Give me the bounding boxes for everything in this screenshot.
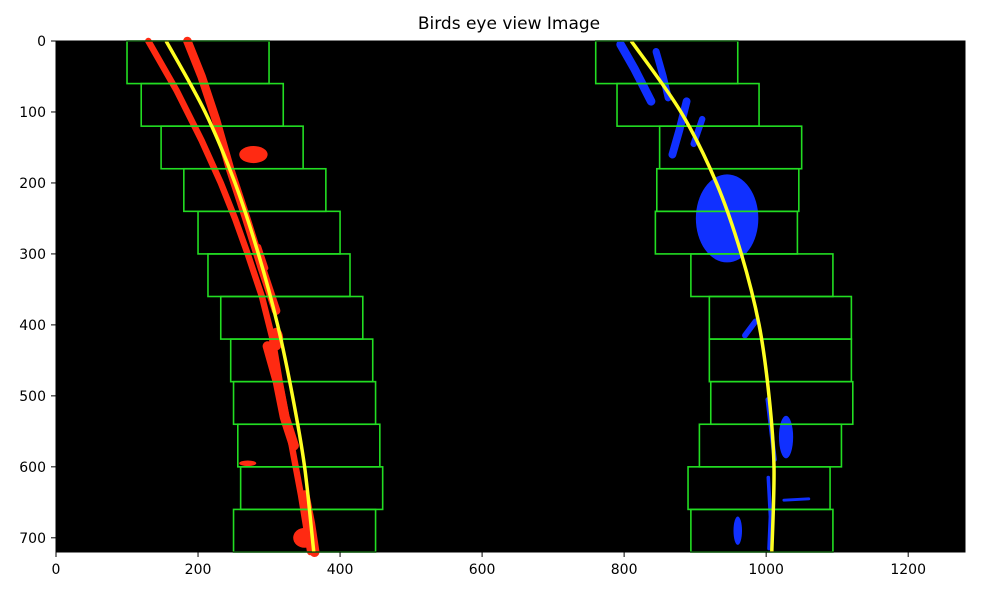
y-tick-label: 100 <box>19 105 46 121</box>
y-tick-label: 700 <box>19 531 46 547</box>
right-fit-line <box>629 39 776 553</box>
right-lane-pixel-strip <box>766 475 773 551</box>
right-lane-pixel-strip <box>668 97 691 159</box>
left-fit-line <box>164 40 316 553</box>
x-tick-label: 0 <box>52 562 61 578</box>
x-tick-label: 1000 <box>748 562 784 578</box>
x-tick-label: 800 <box>611 562 638 578</box>
left-lane-pixel-blob <box>239 460 257 467</box>
y-tick-label: 400 <box>19 318 46 334</box>
plot-frame <box>55 40 966 553</box>
x-tick-label: 1200 <box>890 562 926 578</box>
left-lane-pixel-strip <box>255 243 269 271</box>
y-tick-label: 200 <box>19 176 46 192</box>
right-lane-pixel-strip <box>616 40 656 106</box>
right-lane-pixel-blob <box>778 415 794 459</box>
y-axis: 0 100 200 300 400 500 600 700 <box>19 34 56 547</box>
polynomial-fits <box>164 39 776 553</box>
x-tick-label: 400 <box>327 562 354 578</box>
x-axis: 0 200 400 600 800 1000 1200 <box>52 552 926 578</box>
y-tick-label: 300 <box>19 247 46 263</box>
right-lane-pixel-strip <box>782 497 811 502</box>
x-tick-label: 200 <box>185 562 212 578</box>
left-lane-pixel-strip <box>262 341 299 451</box>
chart-title: Birds eye view Image <box>418 14 600 34</box>
x-tick-label: 600 <box>469 562 496 578</box>
y-tick-label: 600 <box>19 460 46 476</box>
right-lane-pixel-blob <box>733 516 743 545</box>
plot-area <box>55 36 966 557</box>
y-tick-label: 500 <box>19 389 46 405</box>
right-lane-pixel-blob <box>695 174 759 263</box>
left-lane-pixel-blob <box>239 146 268 164</box>
y-tick-label: 0 <box>37 34 46 50</box>
right-lane-pixel-strip <box>742 318 759 339</box>
